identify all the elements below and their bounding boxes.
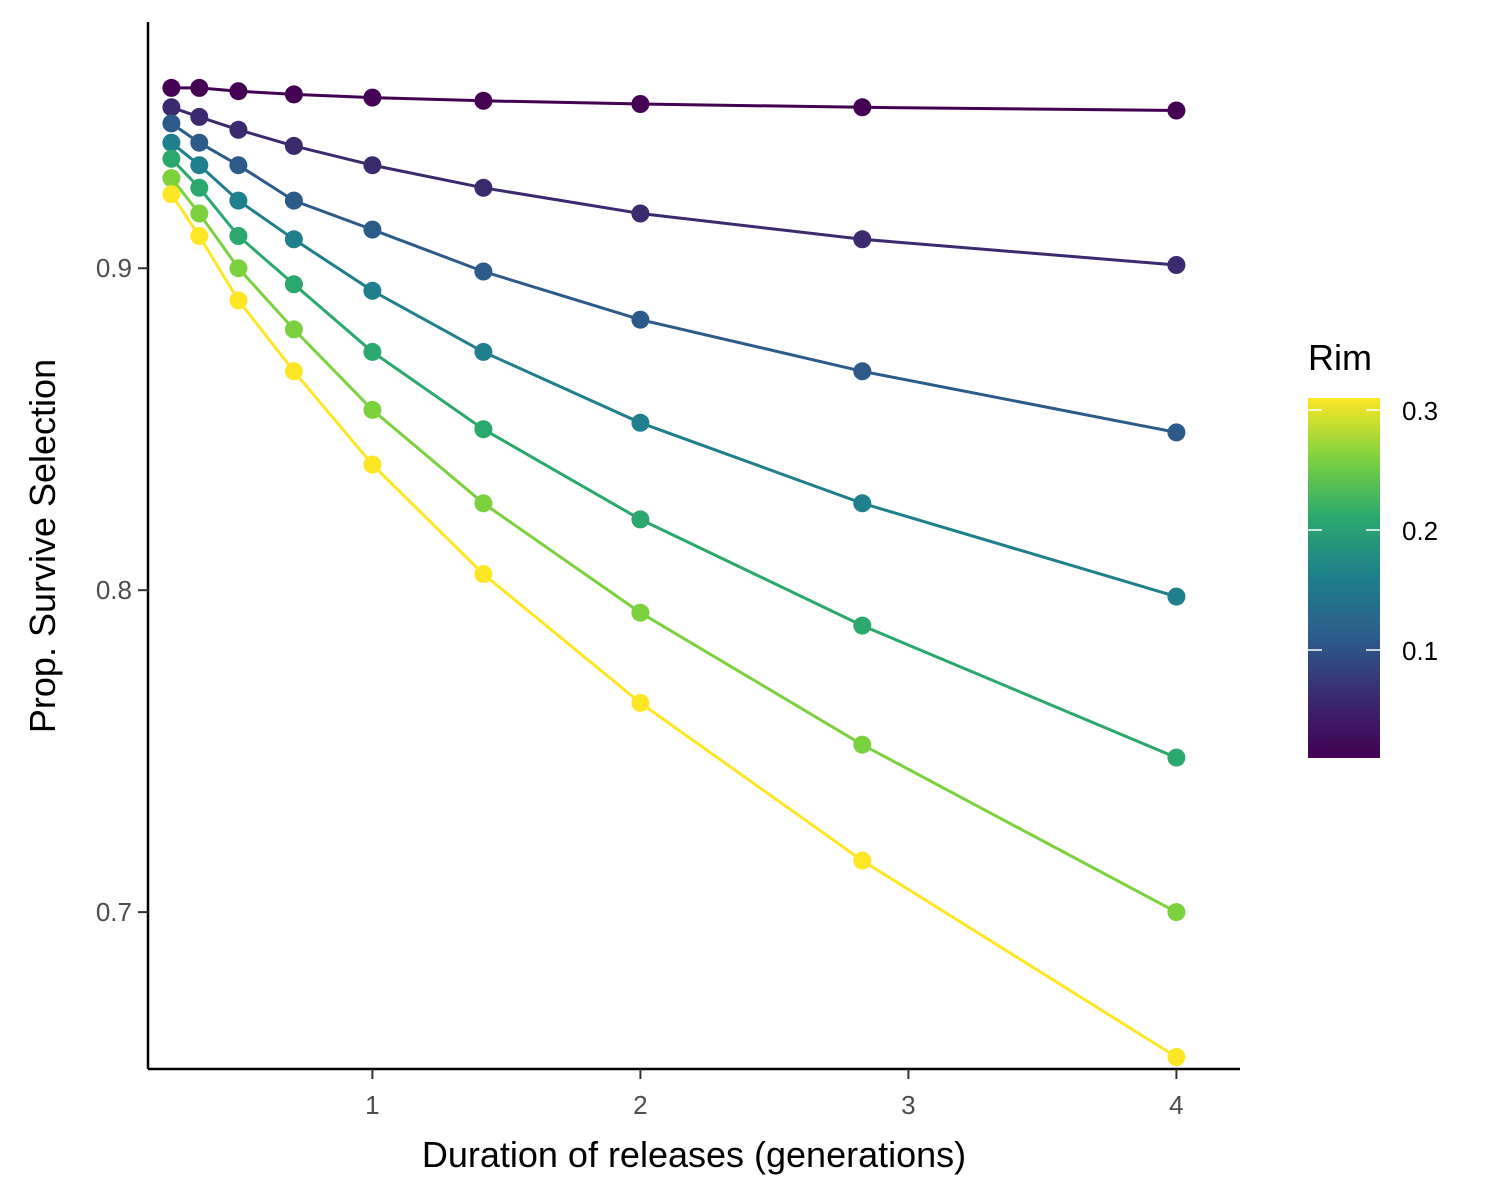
plot-area (162, 78, 1186, 1066)
data-point (631, 510, 650, 529)
data-point (853, 735, 872, 754)
data-point (162, 133, 181, 152)
y-tick-label: 0.8 (96, 575, 132, 605)
data-point (190, 156, 209, 175)
data-point (853, 362, 872, 381)
series-6 (162, 185, 1186, 1066)
data-point (284, 136, 303, 155)
series-line (170, 105, 1177, 267)
data-point (363, 455, 382, 474)
data-point (1167, 256, 1186, 274)
data-point (474, 565, 493, 584)
data-point (284, 191, 303, 210)
data-point (284, 230, 303, 249)
colorbar-label: 0.1 (1402, 636, 1438, 666)
data-point (1167, 587, 1186, 606)
data-point (229, 191, 248, 210)
data-point (162, 185, 181, 204)
x-axis-title: Duration of releases (generations) (422, 1134, 966, 1175)
data-point (190, 78, 209, 97)
data-point (162, 149, 181, 168)
data-point (474, 494, 493, 513)
data-point (1167, 903, 1186, 922)
data-point (853, 616, 872, 635)
series-line (170, 177, 1178, 914)
data-point (1167, 748, 1186, 767)
data-point (474, 91, 493, 110)
data-point (631, 693, 650, 712)
data-point (631, 603, 650, 622)
data-point (1167, 423, 1186, 442)
data-point (1167, 1048, 1186, 1066)
data-point (190, 227, 209, 245)
data-point (229, 259, 248, 278)
data-point (363, 281, 382, 300)
data-point (363, 342, 382, 361)
x-tick-label: 4 (1169, 1090, 1183, 1120)
data-point (363, 88, 382, 107)
x-tick-label: 1 (365, 1090, 379, 1120)
data-point (190, 178, 209, 197)
data-point (284, 320, 303, 339)
data-point (363, 220, 382, 239)
data-point (229, 82, 248, 101)
data-point (363, 400, 382, 419)
colorbar-label: 0.3 (1402, 396, 1438, 426)
data-point (284, 275, 303, 294)
data-point (631, 413, 650, 432)
data-point (190, 204, 209, 223)
legend-ticks: 0.1 0.2 0.3 (1308, 396, 1438, 666)
data-point (1167, 101, 1186, 120)
x-tick-label: 2 (633, 1090, 647, 1120)
series-line (170, 193, 1178, 1059)
series-2 (162, 114, 1186, 442)
data-point (474, 342, 493, 361)
series-1 (162, 98, 1186, 274)
legend-title: Rim (1308, 337, 1372, 378)
colorbar-legend: Rim 0.1 0.2 0.3 (1308, 337, 1438, 758)
data-point (631, 204, 650, 223)
data-point (190, 133, 209, 152)
data-point (162, 169, 181, 188)
data-point (229, 120, 248, 139)
x-tick-label: 3 (901, 1090, 915, 1120)
y-ticks: 0.7 0.8 0.9 (96, 253, 148, 927)
data-point (631, 310, 650, 329)
colorbar (1308, 398, 1380, 758)
x-ticks: 1 2 3 4 (365, 1069, 1184, 1120)
series-3 (162, 133, 1186, 606)
series-line (171, 86, 1177, 112)
y-tick-label: 0.7 (96, 897, 132, 927)
data-point (474, 262, 493, 281)
series-0 (162, 78, 1186, 120)
data-point (474, 420, 493, 439)
data-point (229, 291, 248, 310)
data-point (853, 851, 872, 870)
data-point (474, 178, 493, 197)
data-point (853, 98, 872, 117)
data-point (284, 362, 303, 381)
data-point (631, 95, 650, 113)
data-point (162, 114, 181, 133)
data-point (162, 98, 181, 117)
series-line (170, 157, 1177, 759)
y-tick-label: 0.9 (96, 253, 132, 283)
data-point (363, 156, 382, 175)
data-point (284, 85, 303, 104)
y-axis-title: Prop. Survive Selection (22, 359, 63, 733)
colorbar-label: 0.2 (1402, 516, 1438, 546)
data-point (853, 230, 872, 249)
series-5 (162, 169, 1186, 922)
data-point (229, 227, 248, 245)
data-point (229, 156, 248, 175)
axes (146, 22, 1240, 1071)
data-point (853, 494, 872, 513)
data-point (190, 107, 209, 126)
data-point (162, 78, 181, 97)
series-line (170, 122, 1177, 434)
series-4 (162, 149, 1186, 767)
